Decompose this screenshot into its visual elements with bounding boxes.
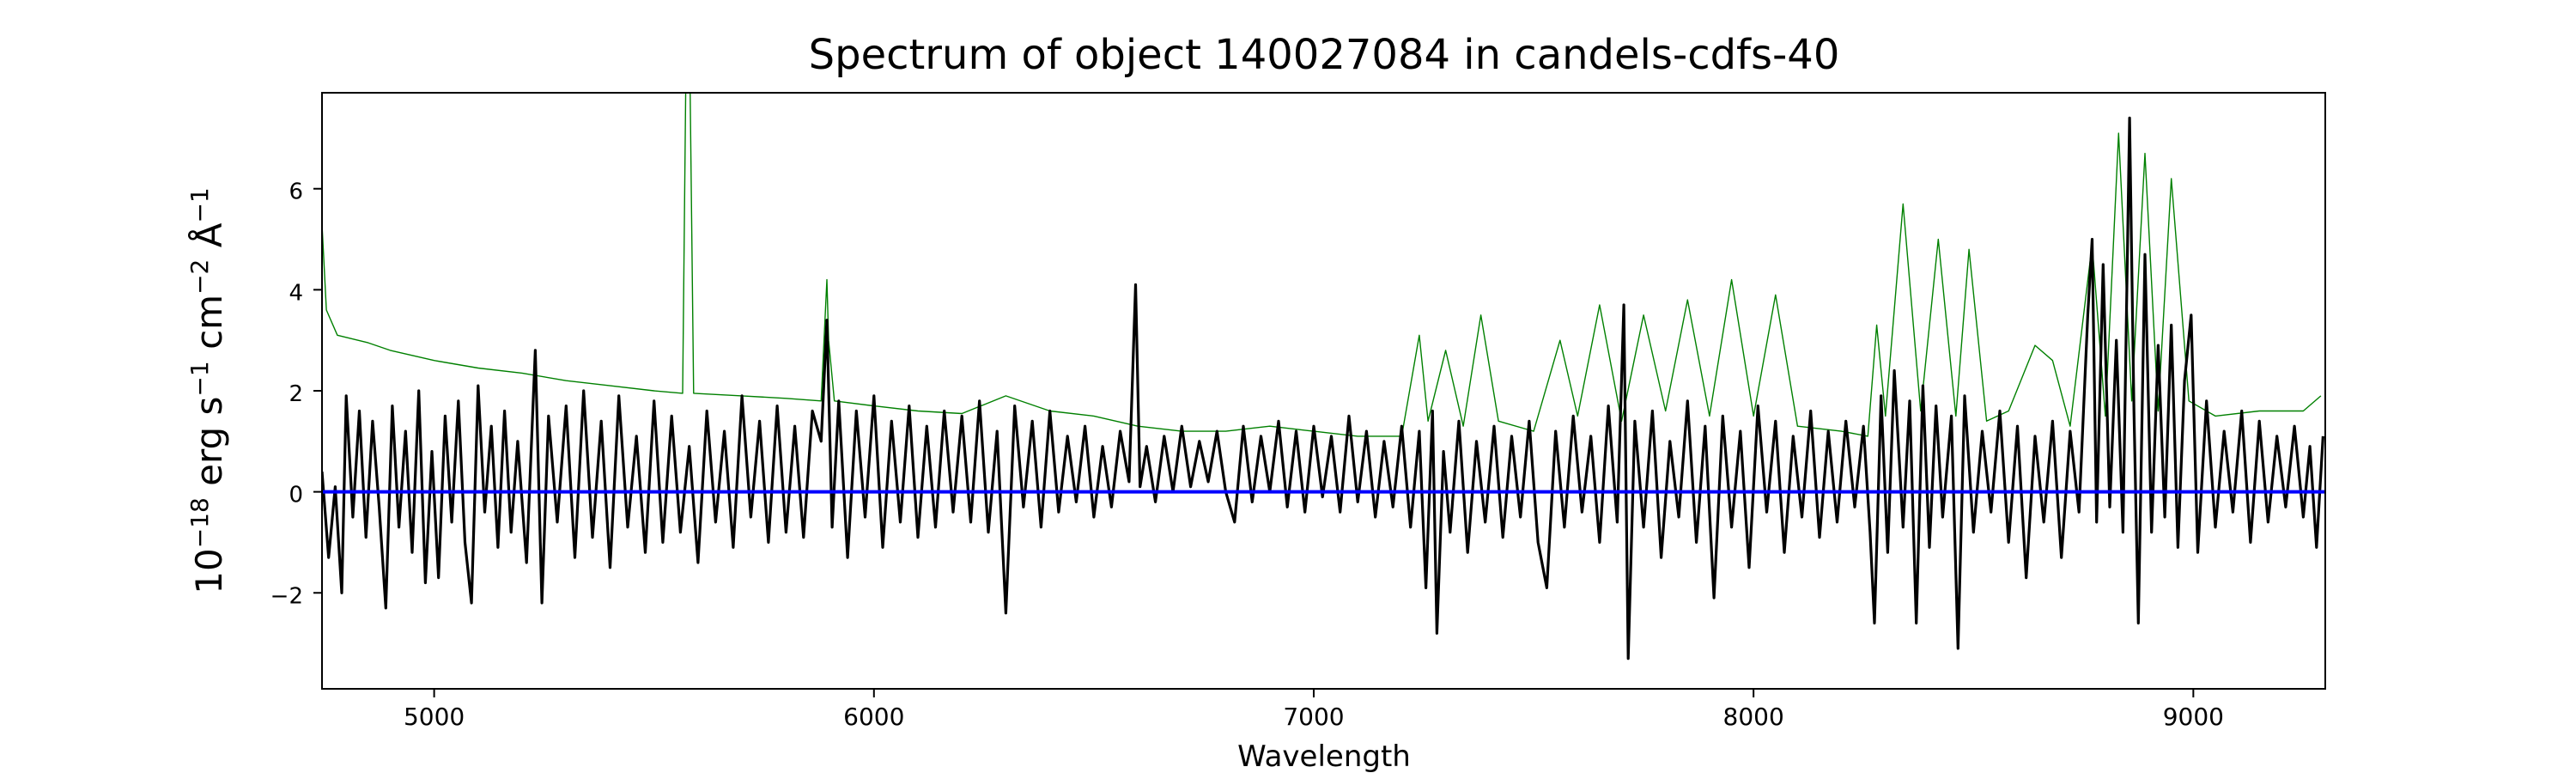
x-tick-label: 8000: [1723, 703, 1784, 731]
ylabel-exp-2: −1: [185, 361, 214, 396]
ylabel-unit-cm: cm: [188, 295, 230, 361]
y-tick-label: 0: [289, 483, 303, 508]
x-tick-label: 7000: [1283, 703, 1344, 731]
x-tick-label: 5000: [404, 703, 465, 731]
ylabel-exp-1: −18: [185, 497, 214, 548]
ylabel-exp-3: −2: [185, 259, 214, 295]
x-axis: 5000 6000 7000 8000 9000: [404, 689, 2224, 731]
y-axis-label: 10−18 erg s−1 cm−2 Å−1: [185, 187, 230, 593]
ylabel-unit-erg: erg s: [188, 397, 230, 498]
series-line-error: [322, 93, 2322, 437]
y-tick-label: 6: [289, 180, 303, 205]
x-tick-label: 9000: [2163, 703, 2224, 731]
y-tick-label: −2: [270, 583, 303, 609]
plot-area: [321, 92, 2326, 690]
y-tick-label: 2: [289, 381, 303, 407]
chart-title: Spectrum of object 140027084 in candels-…: [809, 31, 1840, 79]
ylabel-unit-angstrom: Å: [187, 222, 230, 259]
ylabel-exp-4: −1: [185, 187, 214, 222]
series-line-flux: [322, 116, 2324, 660]
ylabel-base: 10: [188, 548, 230, 593]
x-axis-label: Wavelength: [1237, 740, 1411, 773]
series-layer: [322, 93, 2325, 660]
y-tick-label: 4: [289, 280, 303, 306]
x-tick-label: 6000: [843, 703, 904, 731]
y-axis: −2 0 2 4 6: [270, 180, 322, 609]
